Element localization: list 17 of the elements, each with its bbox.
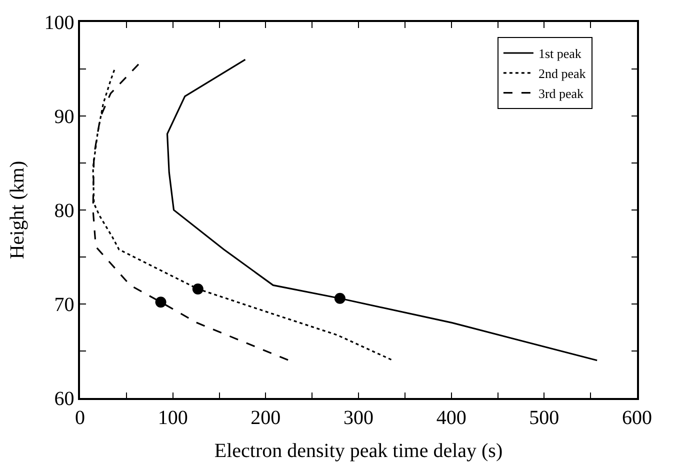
x-tick-label: 400	[436, 406, 466, 429]
x-tick-label: 0	[75, 406, 85, 429]
x-tick-label: 500	[529, 406, 560, 429]
y-tick-label: 90	[54, 106, 74, 128]
y-tick-label: 100	[44, 12, 74, 34]
x-tick-label: 600	[622, 406, 652, 429]
x-tick-label: 300	[344, 406, 374, 429]
y-axis-title: Height (km)	[6, 160, 28, 260]
x-tick-label: 200	[250, 406, 281, 429]
legend-label: 2nd peak	[538, 66, 586, 81]
x-tick-label: 100	[158, 406, 188, 429]
legend-label: 1st peak	[538, 46, 582, 62]
y-tick-label: 60	[54, 388, 74, 410]
y-tick-label: 70	[54, 294, 74, 316]
x-axis-title: Electron density peak time delay (s)	[214, 440, 503, 462]
y-tick-label: 80	[54, 200, 74, 222]
legend-label: 3rd peak	[538, 86, 584, 101]
